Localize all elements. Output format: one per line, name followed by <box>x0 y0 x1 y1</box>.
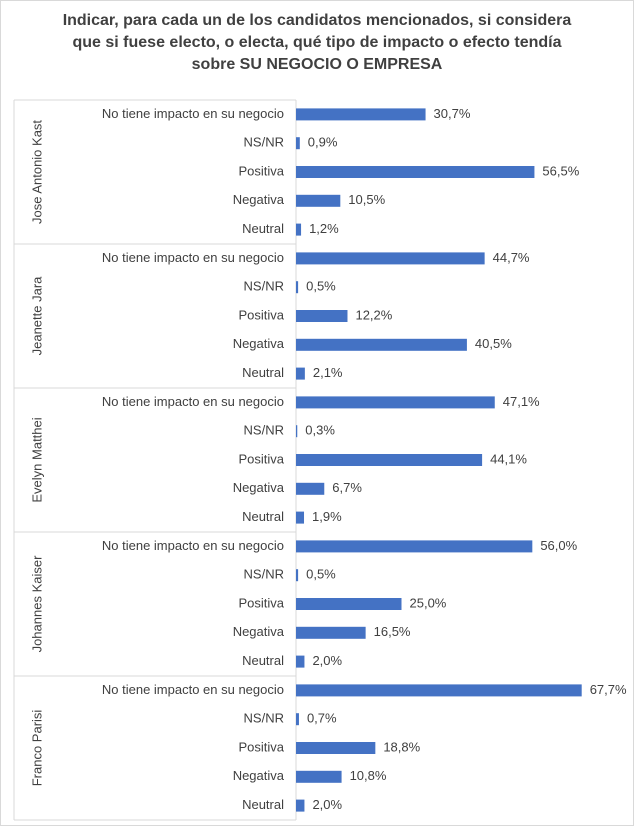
category-label: Positiva <box>238 451 284 466</box>
value-label: 25,0% <box>410 595 447 610</box>
value-label: 0,3% <box>305 423 335 438</box>
value-label: 2,0% <box>312 797 342 812</box>
bar <box>296 799 305 812</box>
bar <box>296 194 341 207</box>
category-label: NS/NR <box>244 135 284 150</box>
category-label: Positiva <box>238 307 284 322</box>
value-label: 6,7% <box>332 480 362 495</box>
bar <box>296 540 533 553</box>
bar <box>296 742 376 754</box>
category-label: No tiene impacto en su negocio <box>102 682 284 697</box>
value-label: 0,5% <box>306 279 336 294</box>
category-label: NS/NR <box>244 423 284 438</box>
value-label: 56,0% <box>540 538 577 553</box>
bar <box>296 454 483 466</box>
chart-title: Indicar, para cada un de los candidatos … <box>62 12 572 73</box>
value-label: 44,1% <box>490 451 527 466</box>
category-label: No tiene impacto en su negocio <box>102 250 284 265</box>
category-label: No tiene impacto en su negocio <box>102 106 284 121</box>
bar <box>296 166 535 178</box>
bar <box>296 569 299 582</box>
bar <box>296 137 300 150</box>
bar <box>296 252 485 265</box>
bar <box>296 770 342 783</box>
category-label: Positiva <box>238 739 284 754</box>
bar <box>296 108 426 121</box>
value-label: 47,1% <box>503 394 540 409</box>
value-label: 56,5% <box>542 163 579 178</box>
value-label: 12,2% <box>355 307 392 322</box>
value-label: 40,5% <box>475 336 512 351</box>
category-label: No tiene impacto en su negocio <box>102 394 284 409</box>
bar <box>296 713 299 726</box>
value-label: 0,7% <box>307 711 337 726</box>
category-label: Negativa <box>233 336 285 351</box>
category-label: Negativa <box>233 192 285 207</box>
bar <box>296 281 299 294</box>
value-label: 10,5% <box>348 192 385 207</box>
bar <box>296 223 302 236</box>
value-label: 67,7% <box>590 682 627 697</box>
value-label: 44,7% <box>493 250 530 265</box>
group-label: Jeanette Jara <box>29 276 44 356</box>
bar <box>296 482 325 495</box>
group-label: Franco Parisi <box>29 710 44 787</box>
bar <box>296 367 305 380</box>
group-label: Jose Antonio Kast <box>29 120 44 224</box>
category-label: Neutral <box>242 797 284 812</box>
bar <box>296 684 582 697</box>
category-label: Negativa <box>233 624 285 639</box>
bar <box>296 396 495 409</box>
category-label: Positiva <box>238 163 284 178</box>
category-label: Neutral <box>242 653 284 668</box>
value-label: 2,0% <box>312 653 342 668</box>
bar <box>296 655 305 668</box>
bar <box>296 598 402 610</box>
category-label: Negativa <box>233 480 285 495</box>
bar <box>296 338 467 351</box>
value-label: 0,9% <box>308 135 338 150</box>
category-label: Positiva <box>238 595 284 610</box>
value-label: 1,2% <box>309 221 339 236</box>
bar <box>296 310 348 322</box>
bar <box>296 626 366 639</box>
category-label: Negativa <box>233 768 285 783</box>
value-label: 1,9% <box>312 509 342 524</box>
bar <box>296 425 298 438</box>
category-label: Neutral <box>242 221 284 236</box>
value-label: 18,8% <box>383 739 420 754</box>
group-label: Evelyn Matthei <box>29 417 44 502</box>
category-label: No tiene impacto en su negocio <box>102 538 284 553</box>
value-label: 0,5% <box>306 567 336 582</box>
group-label: Johannes Kaiser <box>29 555 44 653</box>
category-label: NS/NR <box>244 567 284 582</box>
value-label: 10,8% <box>350 768 387 783</box>
value-label: 16,5% <box>374 624 411 639</box>
bar <box>296 511 305 524</box>
value-label: 30,7% <box>434 106 471 121</box>
category-label: Neutral <box>242 509 284 524</box>
category-label: Neutral <box>242 365 284 380</box>
category-label: NS/NR <box>244 279 284 294</box>
category-label: NS/NR <box>244 711 284 726</box>
value-label: 2,1% <box>313 365 343 380</box>
